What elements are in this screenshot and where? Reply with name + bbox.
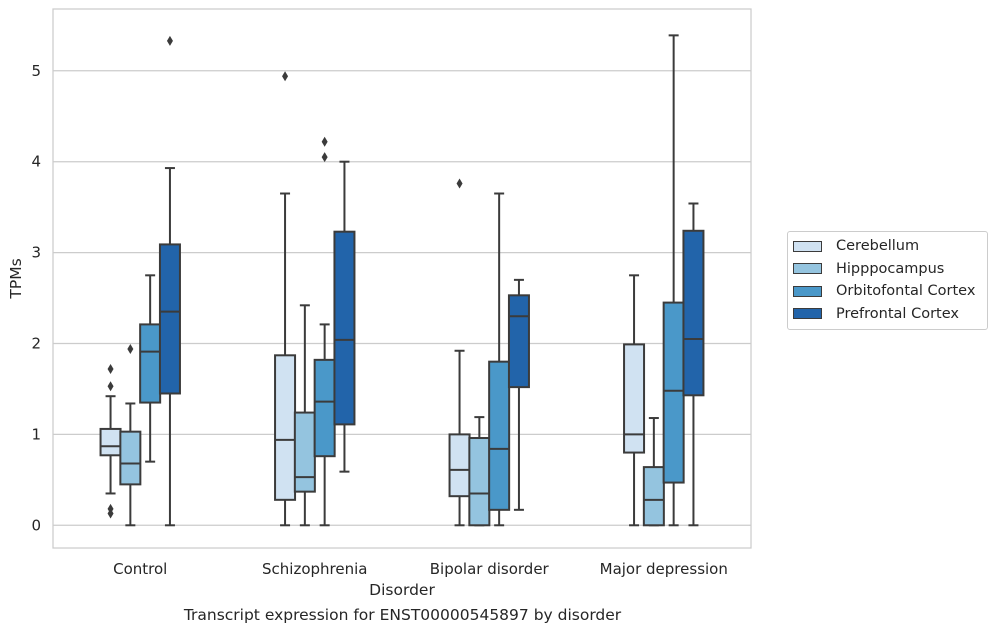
legend-swatch-orbitofrontal	[793, 285, 822, 297]
box-body	[333, 230, 356, 426]
gridlines	[53, 70, 751, 526]
legend-item-prefrontal: Prefrontal Cortex	[788, 303, 987, 326]
y-tick-label-1: 1	[31, 425, 41, 443]
legend-label-cerebellum: Cerebellum	[836, 238, 920, 255]
legend-item-orbitofrontal: Orbitofontal Cortex	[788, 280, 987, 303]
plot-frame	[52, 8, 752, 549]
box-1-3	[642, 417, 665, 527]
box-body	[623, 343, 646, 454]
box-2-2	[488, 192, 511, 527]
y-tick-label-3: 3	[31, 244, 41, 262]
y-axis-label: TPMs	[7, 258, 25, 299]
box-body	[313, 358, 336, 458]
chart-caption: Transcript expression for ENST0000054589…	[183, 606, 622, 624]
box-body	[507, 294, 530, 389]
box-2-1	[313, 136, 336, 527]
legend: Cerebellum Hipppocampus Orbitofontal Cor…	[787, 231, 988, 330]
y-tick-label-5: 5	[31, 62, 41, 80]
box-3-0	[158, 35, 181, 527]
outlier-3	[107, 363, 114, 374]
series-1	[119, 304, 665, 527]
y-tick-labels: 0 1 2 3 4 5	[31, 62, 41, 534]
series-2	[139, 34, 685, 527]
box-0-0	[99, 363, 122, 519]
box-3-1	[333, 160, 356, 473]
x-tick-label-0: Control	[113, 560, 167, 578]
outlier-0	[321, 152, 328, 163]
legend-swatch-hippocampus	[793, 263, 822, 275]
box-body	[448, 433, 471, 498]
series-0	[99, 71, 646, 527]
legend-label-hippocampus: Hipppocampus	[836, 260, 945, 277]
outlier-2	[107, 381, 114, 392]
y-tick-label-2: 2	[31, 334, 41, 352]
box-3-3	[682, 202, 705, 527]
x-tick-labels: Control Schizophrenia Bipolar disorder Majo…	[113, 560, 728, 578]
legend-swatch-cerebellum	[793, 240, 822, 252]
box-3-2	[507, 278, 530, 511]
box-series	[99, 34, 705, 527]
box-0-2	[448, 178, 471, 527]
outlier-0	[166, 35, 173, 46]
x-tick-label-1: Schizophrenia	[262, 560, 367, 578]
outlier-0	[127, 343, 134, 354]
box-0-3	[623, 274, 646, 527]
box-body	[139, 323, 162, 404]
box-body	[274, 354, 297, 501]
x-axis-label: Disorder	[369, 581, 435, 599]
box-body	[488, 360, 511, 511]
legend-label-prefrontal: Prefrontal Cortex	[836, 305, 959, 322]
outlier-0	[456, 178, 463, 189]
box-body	[642, 466, 665, 527]
box-body	[99, 427, 122, 457]
box-1-1	[293, 304, 316, 527]
x-tick-label-3: Major depression	[600, 560, 728, 578]
box-body	[682, 229, 705, 397]
legend-item-hippocampus: Hipppocampus	[788, 258, 987, 281]
legend-item-cerebellum: Cerebellum	[788, 235, 987, 258]
box-body	[158, 243, 181, 395]
box-body	[662, 301, 685, 484]
outlier-0	[282, 71, 289, 82]
series-3	[158, 35, 705, 527]
x-tick-label-2: Bipolar disorder	[430, 560, 550, 578]
box-1-2	[468, 416, 491, 527]
outlier-1	[107, 503, 114, 514]
box-body	[468, 437, 491, 527]
legend-label-orbitofrontal: Orbitofontal Cortex	[836, 283, 976, 300]
box-1-0	[119, 343, 142, 527]
box-body	[119, 430, 142, 486]
box-body	[293, 411, 316, 493]
box-0-1	[274, 71, 297, 527]
y-tick-label-4: 4	[31, 153, 41, 171]
outlier-1	[321, 136, 328, 147]
y-tick-label-0: 0	[31, 516, 41, 534]
box-2-0	[139, 274, 162, 463]
legend-swatch-prefrontal	[793, 308, 822, 320]
box-2-3	[662, 34, 685, 527]
